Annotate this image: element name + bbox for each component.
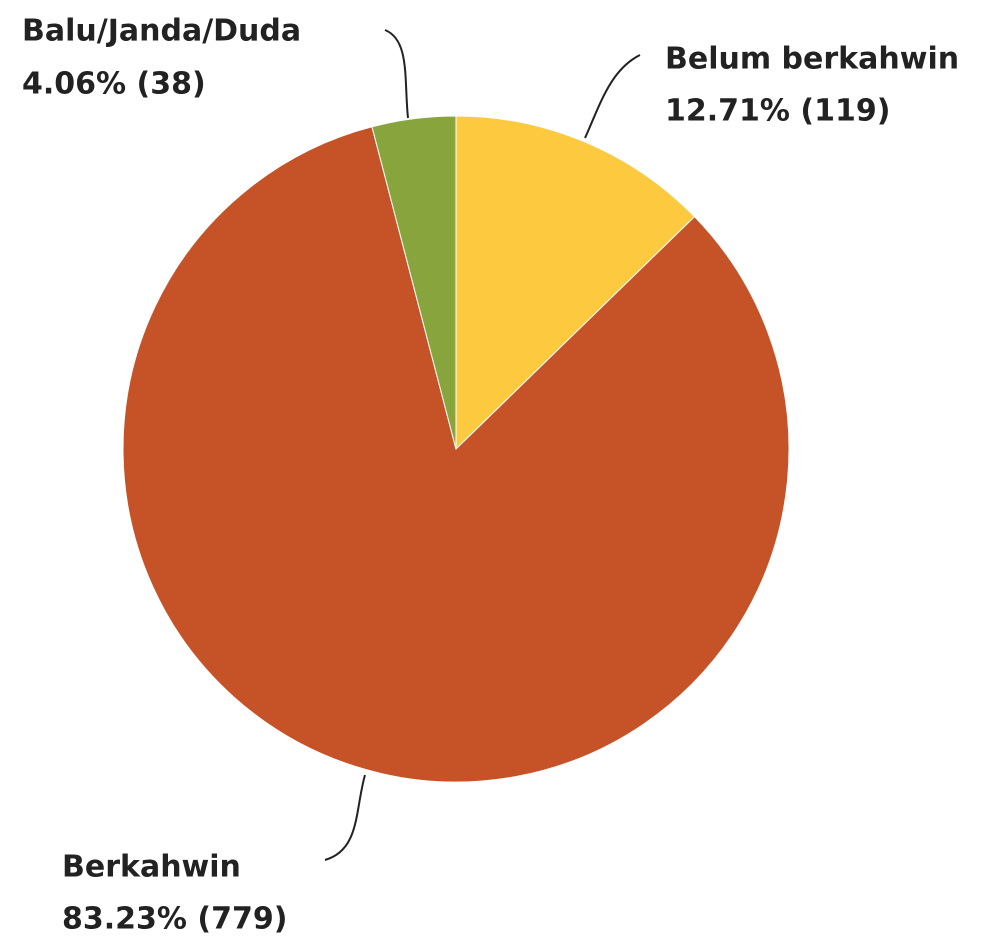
- leader-line: [584, 54, 641, 139]
- pie-slice: [455, 115, 696, 451]
- slice-value-label: 4.06% (38): [22, 67, 206, 102]
- pie-slice: [122, 126, 790, 783]
- leader-line: [324, 774, 366, 861]
- slice-value-label: 12.71% (119): [665, 94, 890, 129]
- slice-label: Balu/Janda/Duda: [22, 14, 301, 49]
- pie: [122, 115, 790, 783]
- slice-label: Berkahwin: [62, 850, 241, 885]
- pie-slice: [371, 115, 457, 450]
- slice-label: Belum berkahwin: [665, 42, 959, 77]
- slice-value-label: 83.23% (779): [62, 902, 287, 937]
- leader-line: [384, 29, 409, 119]
